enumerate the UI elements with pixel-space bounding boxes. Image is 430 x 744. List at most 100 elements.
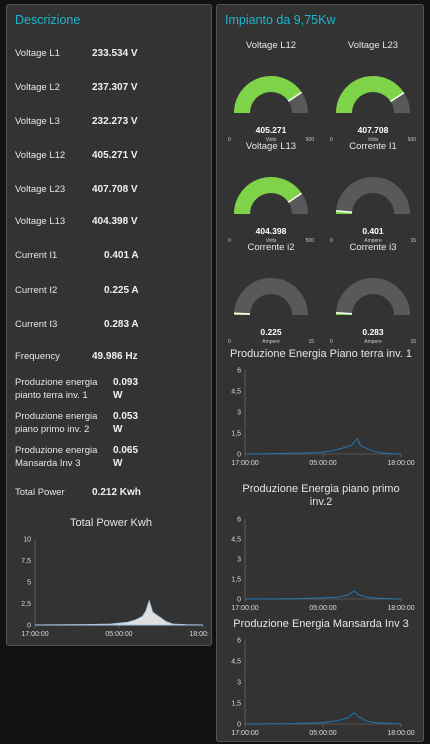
gauge-arc: [234, 177, 308, 215]
y-tick-label: 4,5: [231, 537, 241, 544]
chart-piano-primo: Produzione Energia piano primo inv.2 0 1,…: [221, 483, 421, 613]
gauge-min: 0: [228, 137, 231, 143]
y-tick-label: 3: [237, 680, 241, 687]
gauge-value: 0.401: [362, 226, 384, 236]
gauge-arc: [234, 278, 308, 316]
y-tick-label: 5: [27, 580, 31, 587]
row-value: 0.053 W: [113, 411, 139, 435]
row-label: Current I2: [15, 285, 58, 296]
gauge-voltage-l23: Voltage L23 407.708 Volts 0 500: [321, 40, 425, 143]
y-tick-label: 10: [23, 537, 31, 544]
right-panel: Impianto da 9,75Kw Voltage L12 405.271 V…: [216, 4, 424, 742]
row-label: Produzione energia piano primo inv. 2: [15, 411, 98, 435]
gauge-value: 407.708: [357, 125, 389, 135]
x-tick-label: 05:00:00: [105, 631, 132, 638]
row-label: Voltage L13: [15, 216, 66, 227]
y-tick-label: 6: [237, 368, 241, 375]
row-label: Current I3: [15, 319, 58, 330]
row-value: 0.283 A: [104, 319, 139, 330]
y-tick-label: 1,5: [231, 431, 241, 438]
y-tick-label: 7,5: [21, 558, 31, 565]
series-line: [244, 590, 402, 600]
gauge-needle: [336, 210, 353, 213]
row-label: Voltage L2: [15, 82, 60, 93]
y-tick-label: 0: [237, 722, 241, 729]
gauge-needle: [336, 312, 353, 315]
gauge-title: Corrente i2: [247, 242, 295, 253]
row-label: Total Power: [15, 487, 65, 498]
gauge-min: 0: [228, 339, 231, 345]
y-tick-label: 1,5: [231, 701, 241, 708]
x-tick-label: 05:00:00: [309, 730, 336, 737]
gauge-needle: [390, 92, 405, 103]
row-value: 0.225 A: [104, 285, 139, 296]
chart-total-power: Total Power Kwh 0 2,5 5 7,5 10 17:00:00 05:00:…: [13, 517, 209, 639]
gauge-track: [234, 278, 308, 316]
gauge-arc: [336, 76, 410, 114]
gauge-max: 500: [305, 137, 314, 143]
gauge-min: 0: [330, 238, 333, 244]
row-label: Voltage L3: [15, 116, 60, 127]
gauge-voltage-l13: Voltage L13 404.398 Volts 0 500: [219, 141, 323, 244]
series-line: [244, 437, 402, 455]
gauge-min: 0: [330, 137, 333, 143]
gauge-corrente-i2: Corrente i2 0.225 Ampere 0 15: [219, 242, 323, 345]
gauge-title: Corrente i3: [349, 242, 397, 253]
x-tick-label: 18:00:00: [387, 730, 414, 737]
gauge-title: Corrente I1: [349, 141, 397, 152]
chart-title: Produzione Energia piano primo inv.2: [242, 483, 400, 508]
gauge-unit: Volts: [265, 137, 277, 143]
row-value: 404.398 V: [92, 216, 138, 227]
gauge-unit: Volts: [265, 238, 277, 244]
x-tick-label: 17:00:00: [231, 730, 258, 737]
x-tick-label: 18:00:00: [387, 605, 414, 612]
row-label: Frequency: [15, 351, 60, 362]
row-label: Current I1: [15, 250, 58, 261]
gauge-value: 0.283: [362, 327, 384, 337]
gauge-arc: [336, 278, 410, 316]
x-tick-label: 17:00:00: [21, 631, 48, 638]
chart-canvas: 0 1,5 3 4,5 6 17:00:00 05:00:00 18:00:00: [231, 638, 414, 738]
gauge-fill: [336, 76, 404, 114]
gauge-max: 500: [407, 137, 416, 143]
gauge-needle: [287, 192, 303, 203]
row-value: 232.273 V: [92, 116, 138, 127]
chart-title: Total Power Kwh: [70, 517, 152, 529]
left-panel: Descrizione Voltage L1 233.534 V Voltage…: [6, 4, 212, 646]
gauge-value: 404.398: [255, 226, 287, 236]
y-tick-label: 4,5: [231, 389, 241, 396]
row-value: 49.986 Hz: [92, 351, 138, 362]
gauge-unit: Volts: [367, 137, 379, 143]
chart-canvas: 0 2,5 5 7,5 10 17:00:00 05:00:00 18:00:00: [21, 537, 209, 639]
x-tick-label: 18:00:00: [387, 460, 414, 467]
gauge-min: 0: [228, 238, 231, 244]
gauge-title: Voltage L13: [245, 141, 297, 152]
row-value: 233.534 V: [92, 48, 138, 59]
gauge-arc: [234, 76, 308, 114]
chart-title: Produzione Energia Piano terra inv. 1: [229, 348, 412, 360]
gauge-fill: [234, 76, 302, 114]
row-label: Produzione energia Mansarda Inv 3: [15, 445, 98, 469]
row-value: 237.307 V: [92, 82, 138, 93]
gauge-value: 405.271: [255, 125, 287, 135]
x-tick-label: 05:00:00: [309, 605, 336, 612]
x-tick-label: 18:00:00: [189, 631, 209, 638]
gauge-unit: Ampere: [364, 238, 382, 244]
gauge-value: 0.225: [260, 327, 282, 337]
gauge-needle: [234, 312, 251, 315]
chart-canvas: 0 1,5 3 4,5 6 17:00:00 05:00:00 18:00:00: [231, 517, 414, 613]
gauge-unit: Ampere: [364, 339, 382, 345]
gauge-unit: Ampere: [262, 339, 280, 345]
y-tick-label: 0: [237, 452, 241, 459]
y-tick-label: 2,5: [21, 601, 31, 608]
gauge-track: [336, 278, 410, 316]
row-label: Voltage L23: [15, 184, 66, 195]
gauge-corrente-i3: Corrente i3 0.283 Ampere 0 15: [321, 242, 425, 345]
row-value: 0.065 W: [113, 445, 139, 469]
chart-piano-terra: Produzione Energia Piano terra inv. 1 0 1…: [221, 348, 421, 468]
chart-title: Produzione Energia Mansarda Inv 3: [233, 618, 409, 630]
gauge-min: 0: [330, 339, 333, 345]
y-tick-label: 6: [237, 638, 241, 645]
row-label: Voltage L12: [15, 150, 66, 161]
row-value: 407.708 V: [92, 184, 138, 195]
